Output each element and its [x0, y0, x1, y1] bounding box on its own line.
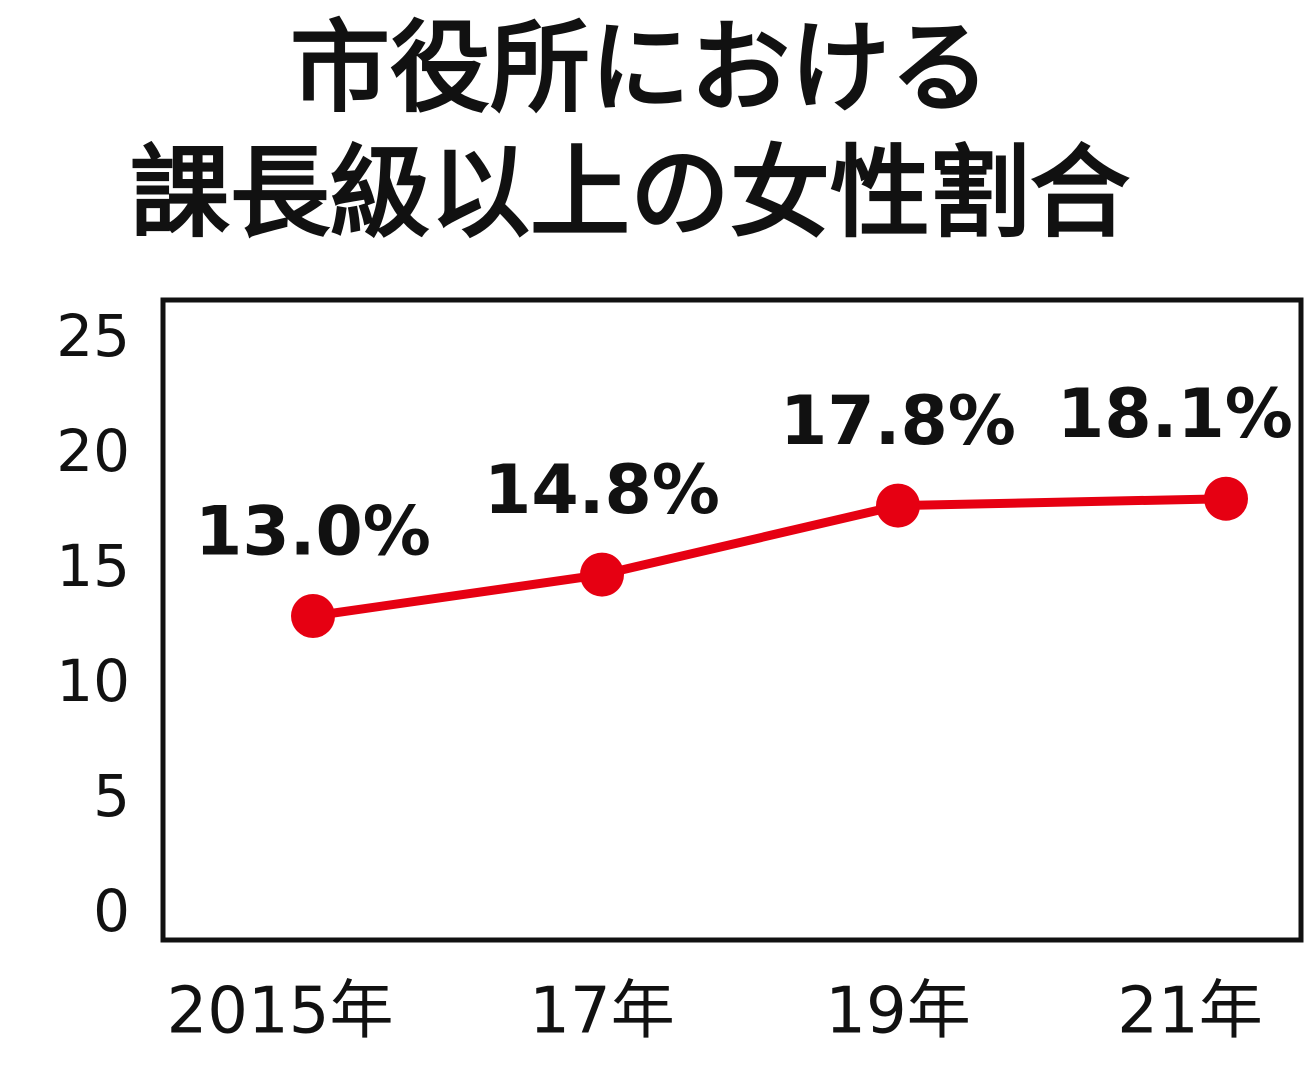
y-tick-label: 15: [56, 532, 130, 600]
x-tick-label: 2015年: [167, 975, 394, 1049]
x-tick-label: 19年: [825, 975, 970, 1049]
point: [1204, 476, 1248, 521]
point: [291, 594, 335, 638]
chart-title: 課長級以上の女性割合: [130, 134, 1130, 251]
value-label: 14.8%: [484, 451, 720, 530]
x-tick-label: 21年: [1117, 975, 1262, 1049]
plot-frame: [160, 297, 1304, 943]
line: [312, 494, 1227, 621]
point: [580, 552, 624, 597]
value-label: 17.8%: [780, 382, 1016, 461]
value-label: 18.1%: [1057, 375, 1293, 454]
y-tick-label: 10: [56, 647, 130, 715]
y-tick-label: 20: [56, 417, 130, 485]
y-tick-label: 0: [93, 877, 130, 945]
value-label: 13.0%: [195, 493, 431, 572]
y-tick-label: 5: [93, 762, 130, 830]
point: [876, 483, 920, 528]
chart-title: 市役所における: [290, 9, 990, 126]
x-tick-label: 17年: [529, 975, 674, 1049]
y-tick-label: 25: [56, 302, 130, 370]
